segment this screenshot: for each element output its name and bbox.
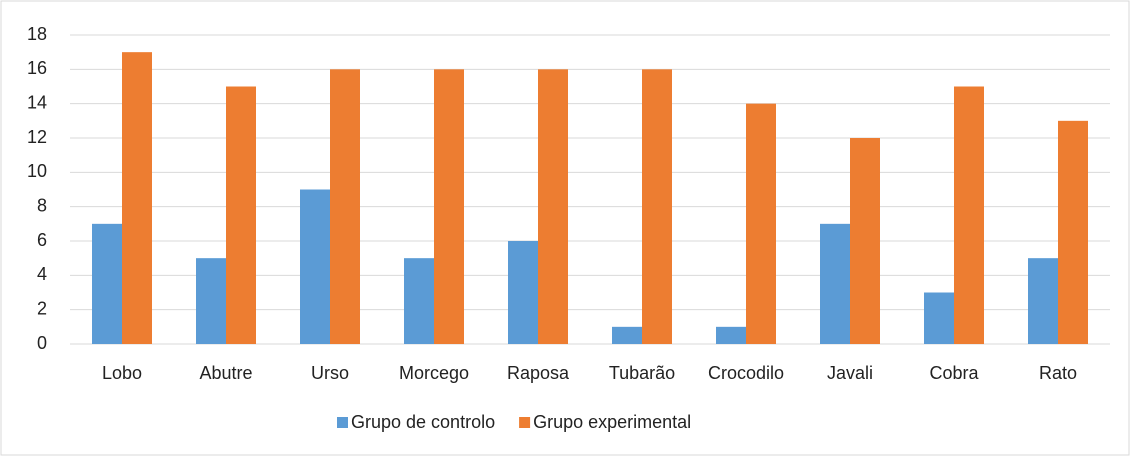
bar: [300, 189, 330, 344]
bar: [850, 138, 880, 344]
y-tick-label: 2: [37, 298, 47, 318]
bar: [954, 86, 984, 344]
bar: [122, 52, 152, 345]
x-tick-label: Raposa: [507, 363, 570, 383]
legend-swatch: [337, 417, 348, 428]
bar: [330, 69, 360, 344]
x-tick-label: Rato: [1039, 363, 1077, 383]
bar: [508, 241, 538, 344]
bar: [538, 69, 568, 344]
y-tick-label: 10: [27, 161, 47, 181]
y-tick-label: 12: [27, 127, 47, 147]
y-tick-label: 6: [37, 230, 47, 250]
bar: [716, 326, 746, 344]
x-tick-label: Lobo: [102, 363, 142, 383]
bar: [746, 103, 776, 345]
bar: [924, 292, 954, 344]
bar: [92, 223, 122, 344]
x-tick-label: Cobra: [929, 363, 979, 383]
bar: [1058, 120, 1088, 344]
x-tick-label: Urso: [311, 363, 349, 383]
bar: [434, 69, 464, 344]
y-tick-label: 18: [27, 24, 47, 44]
bar: [404, 258, 434, 344]
bar: [642, 69, 672, 344]
legend-label: Grupo experimental: [533, 412, 691, 432]
y-tick-label: 14: [27, 92, 47, 112]
x-tick-label: Abutre: [199, 363, 252, 383]
y-tick-label: 4: [37, 264, 47, 284]
y-tick-label: 8: [37, 195, 47, 215]
bar: [196, 258, 226, 344]
bar: [612, 326, 642, 344]
bar: [820, 223, 850, 344]
x-tick-label: Tubarão: [609, 363, 675, 383]
y-tick-label: 0: [37, 333, 47, 353]
x-tick-label: Morcego: [399, 363, 469, 383]
legend-swatch: [519, 417, 531, 428]
legend-label: Grupo de controlo: [351, 412, 495, 432]
x-tick-label: Crocodilo: [708, 363, 784, 383]
y-tick-label: 16: [27, 58, 47, 78]
bar: [226, 86, 256, 344]
x-tick-label: Javali: [827, 363, 873, 383]
bar: [1028, 258, 1058, 344]
